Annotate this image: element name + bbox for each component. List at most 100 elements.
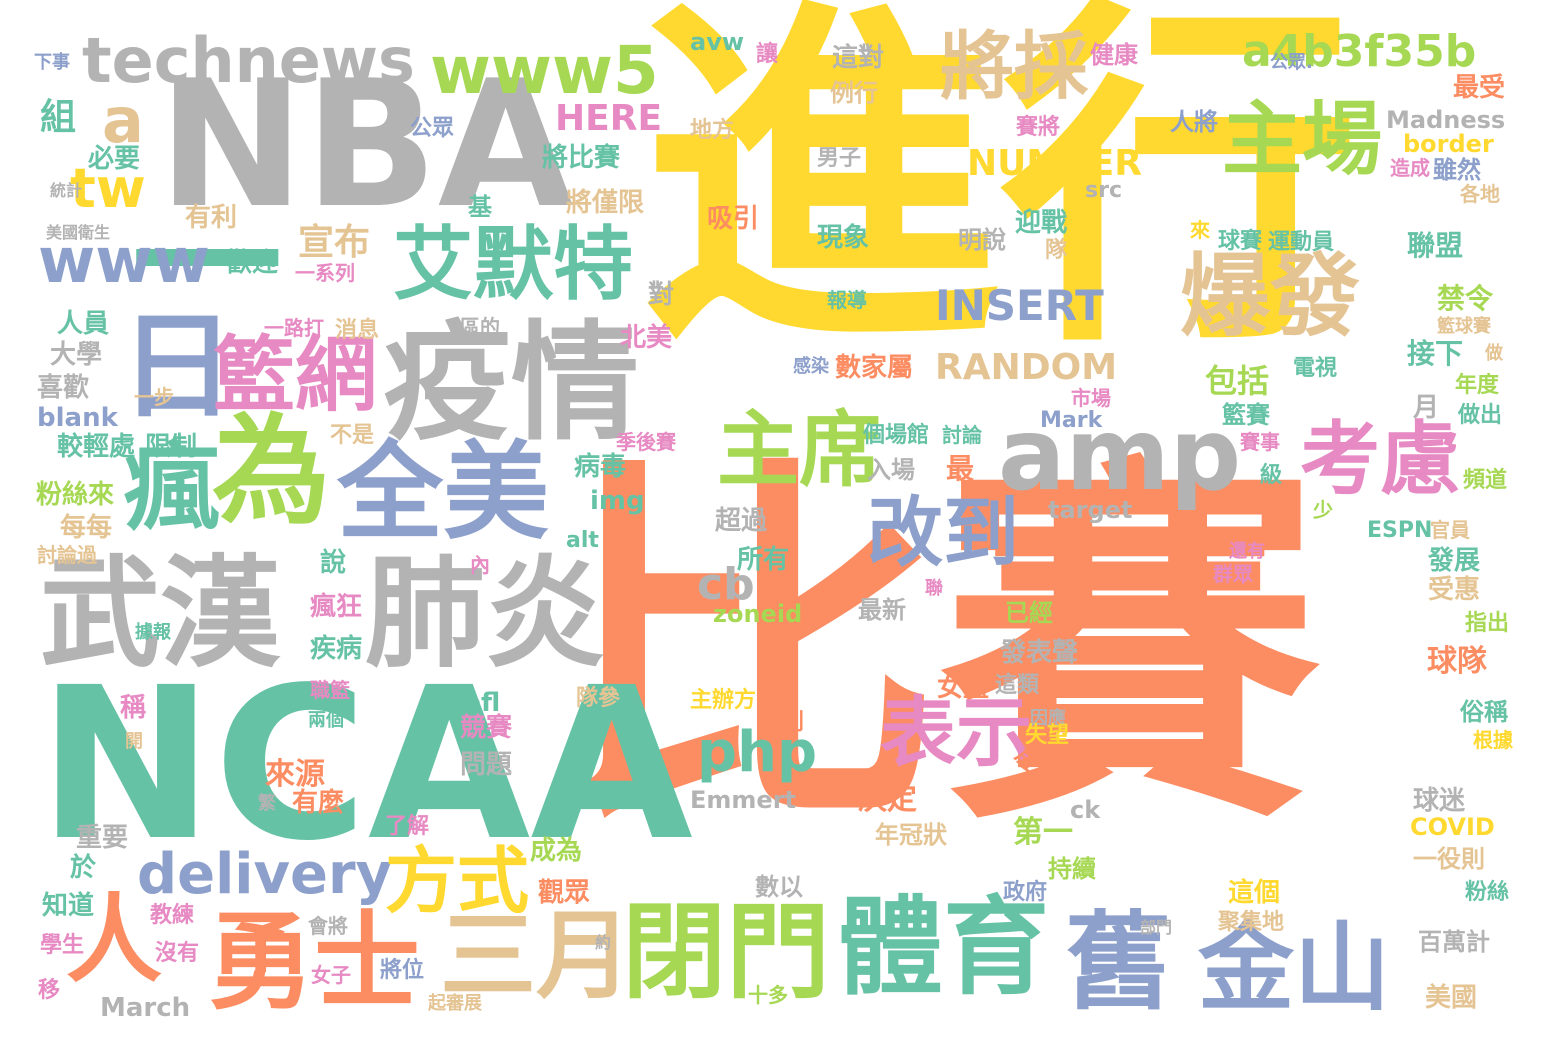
cloud-word: 疾病	[310, 634, 363, 664]
cloud-word: avw	[690, 28, 745, 56]
cloud-word: 男	[605, 518, 632, 548]
cloud-word: www5	[430, 32, 659, 109]
cloud-word: 公眾	[410, 116, 455, 141]
cloud-word: a	[102, 84, 144, 157]
cloud-word: 閉門	[622, 891, 831, 1013]
cloud-word: 基	[468, 193, 492, 221]
cloud-word: 三月	[440, 900, 632, 1012]
cloud-word: 因應	[1030, 708, 1066, 729]
cloud-word: 北美	[620, 323, 673, 353]
cloud-word: 武漢	[40, 545, 280, 684]
cloud-word: 雖然	[1433, 156, 1481, 184]
cloud-word: 主席	[717, 403, 882, 498]
cloud-word: 已經	[1005, 599, 1053, 627]
cloud-word: 喜歡	[37, 373, 90, 403]
cloud-word: 順利	[760, 710, 805, 735]
cloud-word: 美國	[1425, 983, 1478, 1013]
cloud-word: 討論過	[37, 543, 97, 567]
cloud-word: 報導	[827, 288, 867, 312]
cloud-word: 下事	[34, 52, 70, 73]
cloud-word: 賽將	[1016, 115, 1061, 140]
cloud-word: 失望	[1025, 723, 1070, 748]
cloud-word: target	[1048, 496, 1133, 524]
cloud-word: 組	[40, 97, 77, 138]
cloud-word: 月	[1413, 393, 1440, 423]
cloud-word: 球賽	[1218, 229, 1263, 254]
cloud-word: 主辦方	[690, 688, 757, 713]
cloud-word: 運動員	[1268, 230, 1335, 255]
cloud-word: NUMBER	[967, 143, 1142, 184]
cloud-word: 入場	[867, 456, 915, 484]
cloud-word: 為	[212, 402, 331, 540]
cloud-word: 受惠	[1428, 575, 1481, 605]
cloud-word: 還有	[1229, 541, 1265, 562]
cloud-word: 發表聲	[1000, 638, 1079, 668]
cloud-word: 聚集地	[1218, 910, 1285, 935]
cloud-word: 方式	[385, 839, 530, 923]
cloud-word: Emmert	[690, 786, 796, 814]
cloud-word: 於	[70, 853, 97, 883]
cloud-word: 持續	[1048, 855, 1096, 883]
cloud-word: 這個	[1228, 878, 1281, 908]
cloud-word: border	[1403, 130, 1494, 158]
cloud-word: a4b3f35b	[1242, 26, 1477, 77]
cloud-word: 教練	[150, 903, 195, 928]
cloud-word: 最新	[858, 596, 906, 624]
cloud-word: 兩個	[308, 710, 344, 731]
cloud-word: 改到	[867, 488, 1019, 577]
cloud-word: 這類	[995, 673, 1040, 698]
cloud-word: 比賽	[560, 428, 1320, 871]
cloud-word: 體育	[837, 886, 1049, 1009]
cloud-word: 稱	[120, 693, 147, 723]
cloud-word: 歡迎	[226, 248, 279, 278]
cloud-word: 起審展	[428, 993, 482, 1014]
cloud-word: 隊	[1045, 238, 1068, 263]
cloud-word: 地方	[690, 118, 735, 143]
cloud-word: 電視	[1293, 356, 1338, 381]
cloud-word: 做	[1485, 343, 1503, 364]
cloud-word: 成為	[530, 836, 583, 866]
cloud-word: Madness	[1386, 106, 1506, 134]
cloud-word: 區的	[460, 315, 500, 339]
cloud-word: 頻道	[1463, 468, 1508, 493]
cloud-word: 會將	[308, 914, 348, 938]
cloud-word: 造成	[1390, 156, 1430, 180]
cloud-word: technews	[82, 24, 415, 97]
cloud-word: 健康	[1090, 41, 1138, 69]
cloud-word: 賽事	[1240, 430, 1280, 454]
cloud-word: 做出	[1458, 403, 1503, 428]
cloud-word: 數以	[755, 873, 803, 901]
cloud-word: 來源	[265, 757, 325, 792]
cloud-word: 十多	[748, 983, 788, 1007]
cloud-word: 不是	[330, 423, 375, 448]
cloud-word: 球迷	[1413, 786, 1466, 816]
cloud-word: 沒有	[155, 941, 200, 966]
cloud-word: 肺炎	[365, 545, 605, 684]
cloud-word: 發展	[1428, 546, 1481, 576]
cloud-word: 知道	[42, 891, 95, 921]
cloud-word: 人	[66, 884, 162, 996]
cloud-word: 隊參	[576, 686, 621, 711]
cloud-word: 將採	[940, 24, 1088, 110]
cloud-word: 籃賽	[1222, 401, 1270, 429]
cloud-word: 討論	[942, 423, 982, 447]
cloud-word: zoneid	[713, 600, 803, 628]
cloud-word: 俗稱	[1460, 698, 1508, 726]
cloud-word: 全美	[337, 431, 549, 554]
cloud-word: 考慮	[1300, 413, 1460, 506]
cloud-word: 每每	[60, 513, 113, 543]
cloud-word: 公眾.	[1270, 52, 1313, 73]
cloud-word: 這對	[832, 43, 885, 73]
cloud-word: 感染	[793, 356, 829, 377]
cloud-word: 瘋	[124, 432, 220, 544]
cloud-word: 瘋狂	[310, 592, 363, 622]
cloud-word: 表示	[880, 688, 1032, 777]
cloud-word: 指出	[1465, 611, 1510, 636]
cloud-word: 問題	[460, 750, 513, 780]
cloud-word: 聯盟	[1407, 229, 1464, 262]
cloud-word: 粉絲	[1465, 880, 1510, 905]
cloud-word: 現象	[817, 223, 870, 253]
cloud-word: ck	[1070, 796, 1101, 824]
cloud-word: hrefl	[432, 688, 501, 718]
